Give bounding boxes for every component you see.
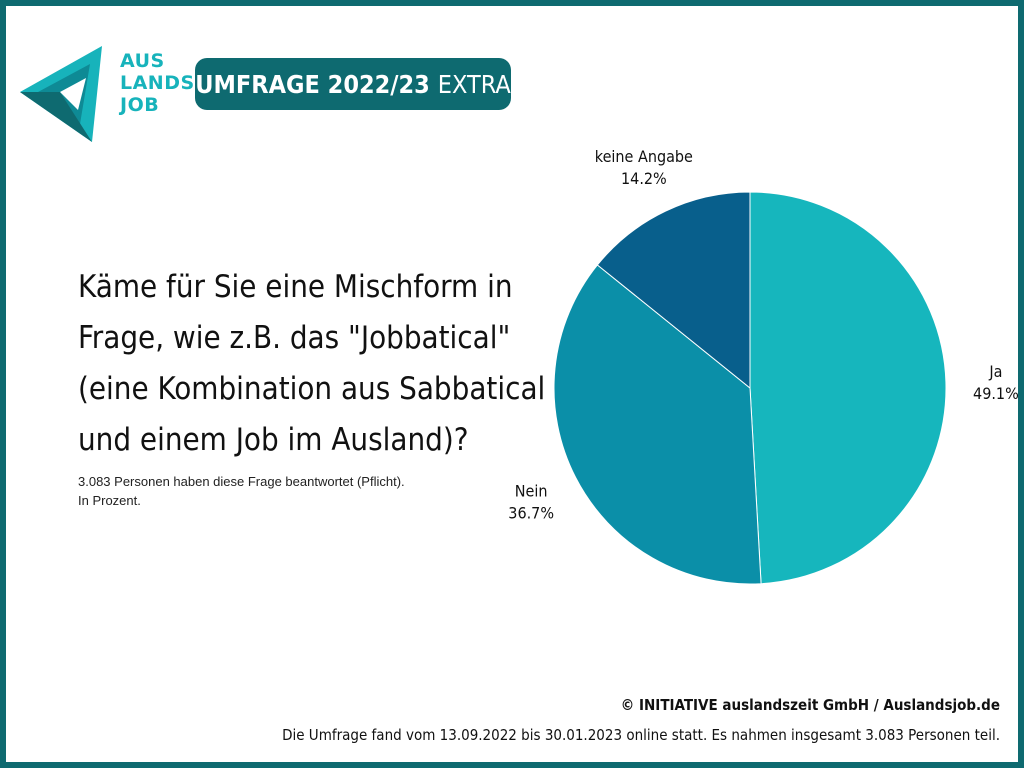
survey-question: Käme für Sie eine Mischform in Frage, wi…	[78, 262, 546, 466]
survey-period-text: Die Umfrage fand vom 13.09.2022 bis 30.0…	[282, 726, 1000, 744]
note-line-2: In Prozent.	[78, 493, 141, 508]
question-line-3: (eine Kombination aus Sabbatical	[78, 371, 546, 407]
badge-extra: EXTRA	[437, 69, 511, 99]
logo-line-3: JOB	[120, 94, 160, 116]
pie-label-value-0: 49.1%	[973, 384, 1018, 403]
pie-slice-1	[553, 264, 762, 585]
survey-badge: UMFRAGE 2022/23 EXTRA	[195, 58, 511, 110]
pie-chart: Ja 49.1% Nein 36.7% keine Angabe 14.2%	[508, 147, 1018, 585]
pie-slice-2	[596, 191, 751, 390]
note-line-1: 3.083 Personen haben diese Frage beantwo…	[78, 474, 405, 489]
question-line-4: und einem Job im Ausland)?	[78, 422, 469, 458]
slide-frame: AUS LANDS JOB UMFRAGE 2022/23 EXTRA Käme…	[6, 6, 1018, 762]
triangle-logo-icon	[20, 46, 102, 142]
pie-label-category-1: Nein	[515, 481, 548, 500]
pie-label-value-2: 14.2%	[621, 169, 667, 188]
auslandsjob-logo: AUS LANDS JOB	[20, 44, 194, 148]
question-line-1: Käme für Sie eine Mischform in	[78, 269, 513, 305]
logo-line-1: AUS	[120, 50, 165, 72]
badge-title: UMFRAGE 2022/23	[195, 69, 430, 99]
logo-line-2: LANDS	[120, 72, 195, 94]
pie-label-2: keine Angabe 14.2%	[595, 147, 693, 188]
pie-label-category-2: keine Angabe	[595, 147, 693, 166]
pie-label-0: Ja 49.1%	[973, 362, 1018, 403]
logo-wordmark: AUS LANDS JOB	[120, 50, 195, 116]
copyright-text: © INITIATIVE auslandszeit GmbH / Ausland…	[620, 696, 1000, 714]
question-line-2: Frage, wie z.B. das "Jobbatical"	[78, 320, 511, 356]
pie-label-category-0: Ja	[988, 362, 1002, 381]
pie-label-1: Nein 36.7%	[508, 481, 554, 522]
pie-label-value-1: 36.7%	[508, 503, 554, 522]
respondent-note: 3.083 Personen haben diese Frage beantwo…	[78, 472, 498, 510]
pie-slice-0	[749, 191, 947, 585]
